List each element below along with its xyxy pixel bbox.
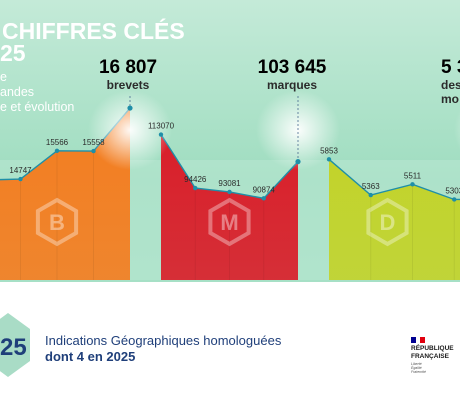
- point-label-dessins-2021: 5853: [320, 146, 338, 155]
- spotlight-glows: [88, 90, 460, 170]
- hexagon-letter-brevets: B: [49, 210, 65, 235]
- subtitle-line-3: e et évolution: [0, 100, 75, 114]
- point-label-dessins-2024: 5303: [445, 186, 460, 195]
- callout-dessins-label-2: mo: [441, 92, 459, 106]
- point-label-brevets-2023: 15566: [46, 138, 69, 147]
- callout-dessins: 5 3 des mo: [441, 57, 460, 107]
- point-brevets-2023: [54, 148, 60, 154]
- marianne-flag-icon: [411, 337, 425, 343]
- point-marques-2025: [295, 159, 301, 165]
- republique-motto: Liberté Égalité Fraternité: [411, 362, 426, 374]
- point-label-marques-2023: 93081: [218, 179, 241, 188]
- hexagon-b-icon: [35, 197, 79, 247]
- point-label-dessins-2022: 5363: [362, 182, 380, 191]
- republique-francaise-logo: RÉPUBLIQUE FRANÇAISE: [411, 345, 454, 360]
- spotlight-brevets: [88, 90, 172, 170]
- callout-marques-value: 103 645: [257, 57, 327, 78]
- point-marques-2023: [227, 189, 232, 195]
- series-markers: 8147471556615558B113070944269308190874M5…: [9, 105, 460, 247]
- hexagon-d-icon: [366, 197, 409, 247]
- hexagon-m-icon: [208, 197, 251, 247]
- callout-brevets-value: 16 807: [98, 57, 158, 78]
- point-label-marques-2024: 90874: [253, 185, 276, 194]
- point-marques-2024: [261, 196, 266, 201]
- point-dessins-2022: [368, 192, 373, 198]
- page-year: 25: [0, 40, 26, 66]
- subtitle-line-1: e: [0, 70, 7, 84]
- point-dessins-2024: [452, 197, 457, 202]
- point-marques-2021: [158, 132, 164, 137]
- point-label-marques-2021: 113070: [148, 122, 175, 131]
- ig-text-line-2: dont 4 en 2025: [45, 349, 136, 364]
- bottom-panel: [0, 282, 460, 400]
- area-dessins: [329, 159, 460, 280]
- area-marques: [161, 134, 298, 280]
- ig-count: 25: [0, 334, 27, 361]
- subtitle-line-2: andes: [0, 85, 35, 99]
- point-brevets-2025: [127, 105, 133, 111]
- callout-dessins-value: 5 3: [441, 57, 460, 78]
- page-title: CHIFFRES CLÉS: [2, 18, 185, 44]
- point-marques-2022: [193, 185, 198, 191]
- point-label-brevets-2022: 14747: [9, 166, 32, 175]
- point-dessins-2021: [326, 157, 332, 162]
- callout-marques: 103 645 marques: [252, 57, 332, 93]
- callout-brevets: 16 807 brevets: [93, 57, 163, 93]
- callout-dessins-label: des: [441, 78, 460, 92]
- callout-marques-label: marques: [266, 78, 318, 92]
- series-areas: [0, 107, 460, 280]
- spotlight-dessins: [454, 109, 460, 151]
- point-brevets-2022: [18, 176, 23, 182]
- point-label-marques-2022: 94426: [184, 175, 207, 184]
- hexagon-letter-marques: M: [220, 210, 238, 235]
- point-label-brevets-2024: 15558: [82, 138, 105, 147]
- point-brevets-2024: [91, 148, 96, 154]
- ig-text-line-1: Indications Géographiques homologuées: [45, 333, 282, 348]
- hexagon-letter-dessins: D: [380, 210, 396, 235]
- callout-brevets-label: brevets: [106, 78, 150, 92]
- point-dessins-2023: [410, 182, 415, 187]
- point-label-dessins-2023: 5511: [404, 171, 422, 180]
